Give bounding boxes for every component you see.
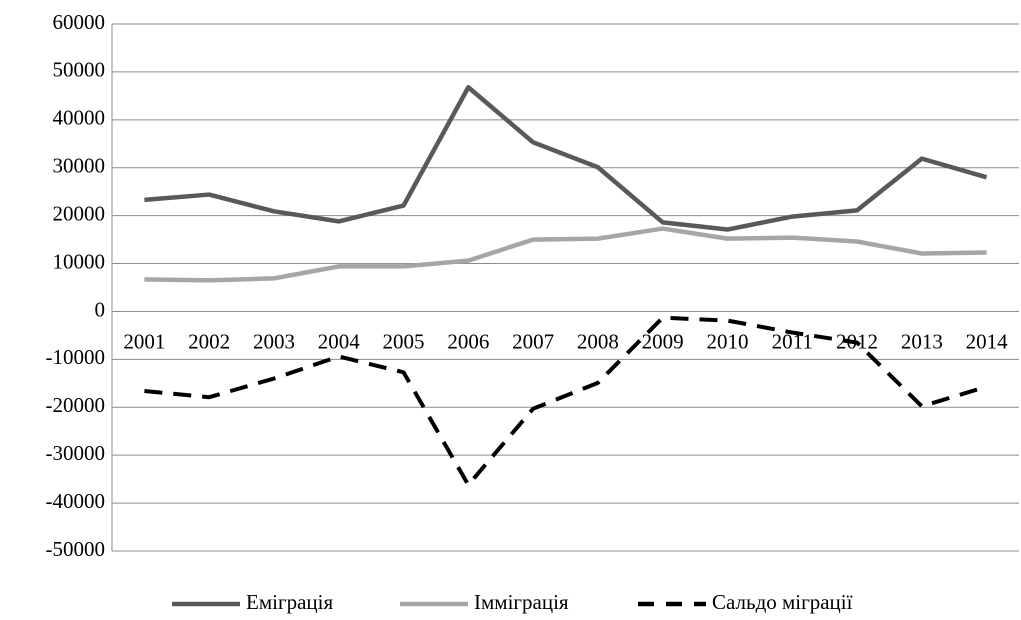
y-tick-label: 20000 — [53, 201, 106, 225]
x-tick-label: 2013 — [901, 329, 943, 353]
y-tick-label: -40000 — [46, 489, 106, 513]
x-tick-label: 2007 — [512, 329, 554, 353]
x-tick-label: 2005 — [383, 329, 425, 353]
series-line — [144, 315, 988, 487]
y-tick-label: 60000 — [53, 10, 106, 34]
x-tick-label: 2002 — [188, 329, 230, 353]
x-tick-label: 2008 — [577, 329, 619, 353]
legend-label: Еміграція — [246, 590, 333, 614]
series-line — [144, 226, 987, 283]
y-tick-label: 10000 — [53, 249, 106, 273]
x-tick-label: 2001 — [123, 329, 165, 353]
legend-label: Сальдо міграції — [712, 590, 853, 614]
y-tick-label: -20000 — [46, 393, 106, 417]
legend-label: Імміграція — [474, 590, 569, 614]
y-tick-label: -10000 — [46, 345, 106, 369]
x-tick-label: 2010 — [706, 329, 748, 353]
x-tick-label: 2003 — [253, 329, 295, 353]
y-tick-label: 0 — [95, 297, 106, 321]
y-tick-label: 40000 — [53, 106, 106, 130]
y-tick-label: 30000 — [53, 154, 106, 178]
x-tick-label: 2004 — [318, 329, 361, 353]
y-tick-label: 50000 — [53, 58, 106, 82]
series-line — [144, 84, 988, 232]
y-tick-label: -50000 — [46, 537, 106, 561]
y-tick-label: -30000 — [46, 441, 106, 465]
x-tick-label: 2006 — [447, 329, 489, 353]
x-tick-label: 2014 — [966, 329, 1009, 353]
